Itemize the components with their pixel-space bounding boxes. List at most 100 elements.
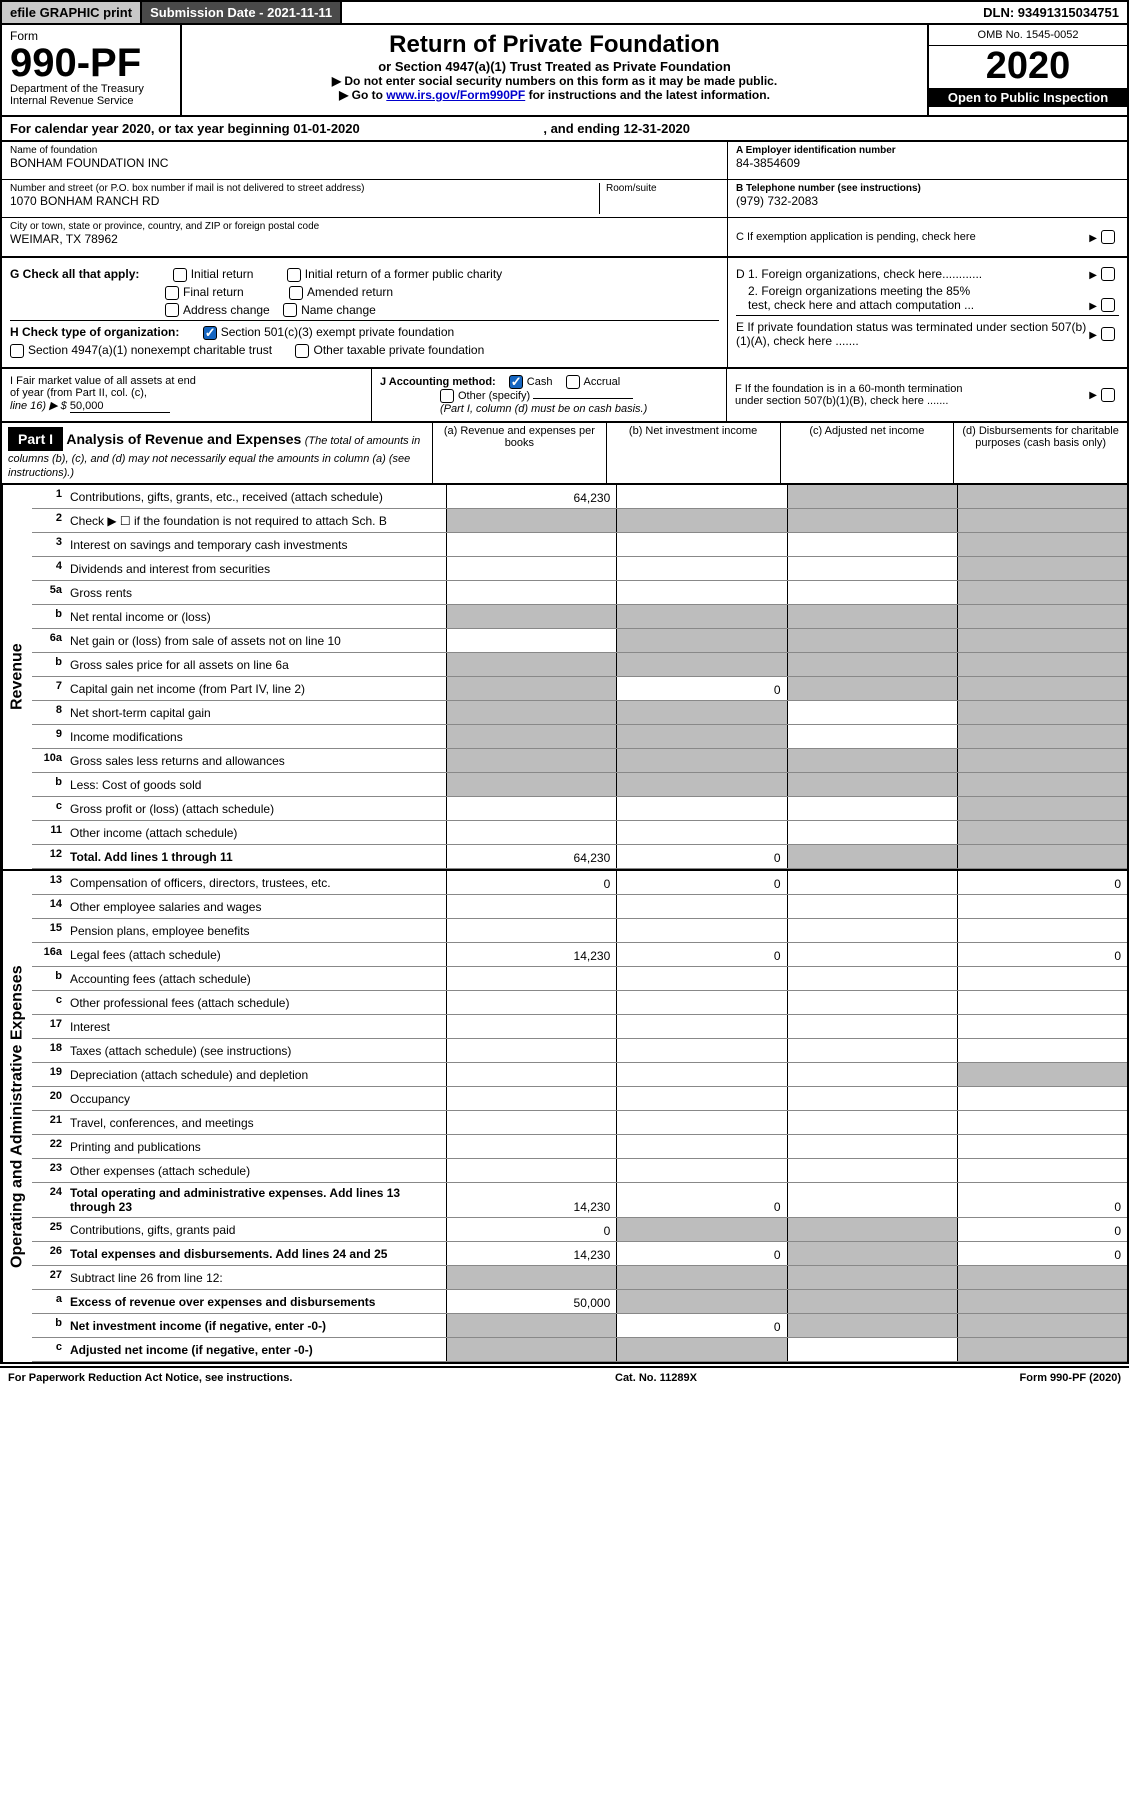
table-row: 17Interest [32, 1015, 1127, 1039]
e-checkbox[interactable] [1101, 327, 1115, 341]
f-checkbox[interactable] [1101, 388, 1115, 402]
ein-value: 84-3854609 [736, 156, 1119, 170]
table-row: cOther professional fees (attach schedul… [32, 991, 1127, 1015]
table-row: 2Check ▶ ☐ if the foundation is not requ… [32, 509, 1127, 533]
e-label: E If private foundation status was termi… [736, 320, 1089, 348]
table-row: 15Pension plans, employee benefits [32, 919, 1127, 943]
table-row: cAdjusted net income (if negative, enter… [32, 1338, 1127, 1362]
ein-label: A Employer identification number [736, 145, 1119, 156]
g-label: G Check all that apply: [10, 267, 139, 281]
phone-label: B Telephone number (see instructions) [736, 183, 1119, 194]
section-ijf: I Fair market value of all assets at end… [0, 369, 1129, 423]
table-row: 13Compensation of officers, directors, t… [32, 871, 1127, 895]
table-row: 20Occupancy [32, 1087, 1127, 1111]
name-label: Name of foundation [10, 145, 719, 156]
table-row: 27Subtract line 26 from line 12: [32, 1266, 1127, 1290]
table-row: 3Interest on savings and temporary cash … [32, 533, 1127, 557]
revenue-table: Revenue 1Contributions, gifts, grants, e… [0, 485, 1129, 871]
h-501c3[interactable] [203, 326, 217, 340]
table-row: 5aGross rents [32, 581, 1127, 605]
table-row: 26Total expenses and disbursements. Add … [32, 1242, 1127, 1266]
form-subtitle: or Section 4947(a)(1) Trust Treated as P… [192, 59, 917, 74]
d1-checkbox[interactable] [1101, 267, 1115, 281]
form-title: Return of Private Foundation [192, 31, 917, 59]
g-name-change[interactable] [283, 303, 297, 317]
fmv-value: 50,000 [70, 400, 170, 413]
table-row: bGross sales price for all assets on lin… [32, 653, 1127, 677]
form990pf-link[interactable]: www.irs.gov/Form990PF [386, 88, 525, 102]
dept-label: Department of the Treasury [10, 83, 172, 95]
arrow-icon [1089, 389, 1097, 401]
table-row: 22Printing and publications [32, 1135, 1127, 1159]
city-state-zip: WEIMAR, TX 78962 [10, 232, 719, 246]
arrow-icon [1089, 230, 1097, 244]
table-row: 18Taxes (attach schedule) (see instructi… [32, 1039, 1127, 1063]
col-a-header: (a) Revenue and expenses per books [432, 423, 606, 483]
page-footer: For Paperwork Reduction Act Notice, see … [0, 1366, 1129, 1388]
table-row: 11Other income (attach schedule) [32, 821, 1127, 845]
g-final-return[interactable] [165, 286, 179, 300]
table-row: 19Depreciation (attach schedule) and dep… [32, 1063, 1127, 1087]
foundation-name: BONHAM FOUNDATION INC [10, 156, 719, 170]
g-initial-former[interactable] [287, 268, 301, 282]
c-checkbox[interactable] [1101, 230, 1115, 244]
open-to-public: Open to Public Inspection [929, 88, 1127, 107]
addr-label: Number and street (or P.O. box number if… [10, 183, 599, 194]
paperwork-notice: For Paperwork Reduction Act Notice, see … [8, 1372, 292, 1384]
street-address: 1070 BONHAM RANCH RD [10, 194, 599, 208]
dln-label: DLN: 93491315034751 [975, 2, 1127, 23]
table-row: 24Total operating and administrative exp… [32, 1183, 1127, 1218]
c-label: C If exemption application is pending, c… [736, 231, 1089, 243]
table-row: 8Net short-term capital gain [32, 701, 1127, 725]
instr-2: ▶ Go to www.irs.gov/Form990PF for instru… [192, 88, 917, 102]
expenses-side-label: Operating and Administrative Expenses [2, 871, 32, 1362]
j-label: J Accounting method: [380, 376, 496, 388]
revenue-side-label: Revenue [2, 485, 32, 869]
col-d-header: (d) Disbursements for charitable purpose… [953, 423, 1127, 483]
submission-date: Submission Date - 2021-11-11 [142, 2, 342, 23]
calendar-year-line: For calendar year 2020, or tax year begi… [0, 117, 1129, 142]
j-cash[interactable] [509, 375, 523, 389]
irs-label: Internal Revenue Service [10, 95, 172, 107]
arrow-icon [1089, 298, 1097, 312]
col-b-header: (b) Net investment income [606, 423, 780, 483]
phone-value: (979) 732-2083 [736, 194, 1119, 208]
table-row: bNet investment income (if negative, ent… [32, 1314, 1127, 1338]
section-g-d: G Check all that apply: Initial return I… [0, 258, 1129, 369]
h-label: H Check type of organization: [10, 325, 179, 339]
form-version: Form 990-PF (2020) [1020, 1372, 1121, 1384]
table-row: cGross profit or (loss) (attach schedule… [32, 797, 1127, 821]
table-row: 23Other expenses (attach schedule) [32, 1159, 1127, 1183]
g-amended[interactable] [289, 286, 303, 300]
expenses-table: Operating and Administrative Expenses 13… [0, 871, 1129, 1364]
j-other[interactable] [440, 389, 454, 403]
table-row: aExcess of revenue over expenses and dis… [32, 1290, 1127, 1314]
cat-no: Cat. No. 11289X [615, 1372, 697, 1384]
form-header: Form 990-PF Department of the Treasury I… [0, 25, 1129, 117]
table-row: 7Capital gain net income (from Part IV, … [32, 677, 1127, 701]
table-row: 25Contributions, gifts, grants paid00 [32, 1218, 1127, 1242]
h-4947[interactable] [10, 344, 24, 358]
tax-year: 2020 [929, 46, 1127, 88]
part1-header-row: Part I Analysis of Revenue and Expenses … [0, 423, 1129, 485]
arrow-icon [1089, 267, 1097, 281]
top-bar: efile GRAPHIC print Submission Date - 20… [0, 0, 1129, 25]
table-row: bNet rental income or (loss) [32, 605, 1127, 629]
instr-1: ▶ Do not enter social security numbers o… [192, 74, 917, 88]
table-row: 1Contributions, gifts, grants, etc., rec… [32, 485, 1127, 509]
d2-checkbox[interactable] [1101, 298, 1115, 312]
table-row: 10aGross sales less returns and allowanc… [32, 749, 1127, 773]
part1-badge: Part I [8, 427, 63, 451]
arrow-icon [1089, 327, 1097, 341]
room-label: Room/suite [606, 183, 719, 194]
table-row: 16aLegal fees (attach schedule)14,23000 [32, 943, 1127, 967]
d1-label: D 1. Foreign organizations, check here..… [736, 267, 1089, 281]
j-accrual[interactable] [566, 375, 580, 389]
col-c-header: (c) Adjusted net income [780, 423, 954, 483]
h-other-taxable[interactable] [295, 344, 309, 358]
g-address-change[interactable] [165, 303, 179, 317]
omb-number: OMB No. 1545-0052 [929, 25, 1127, 46]
efile-label: efile GRAPHIC print [2, 2, 142, 23]
form-number: 990-PF [10, 43, 172, 83]
g-initial-return[interactable] [173, 268, 187, 282]
